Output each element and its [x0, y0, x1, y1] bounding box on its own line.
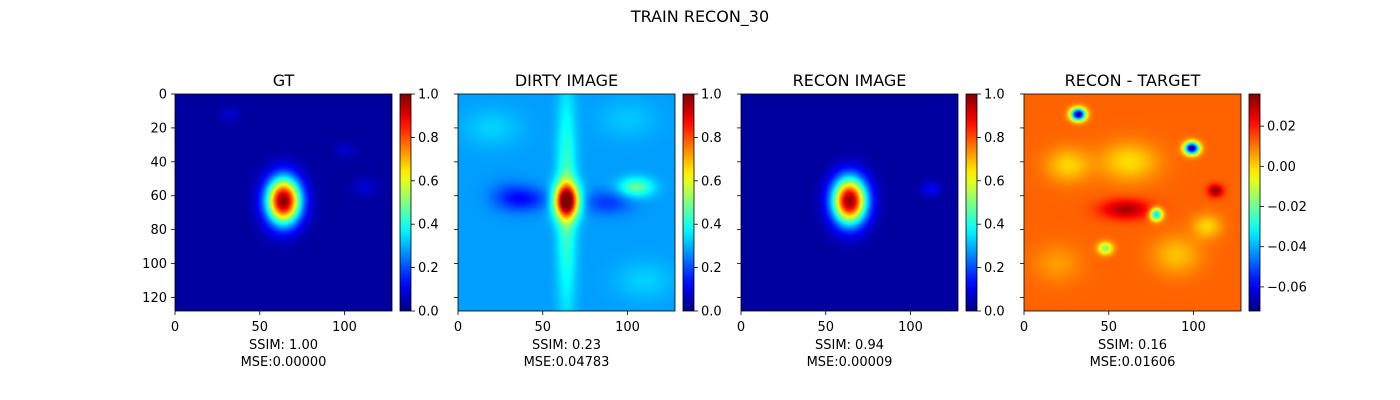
colorbar-tick-label: 0.6 — [418, 174, 439, 189]
x-tick-label: 100 — [615, 320, 640, 335]
colorbar-tick-label: 0.4 — [418, 218, 439, 233]
heatmap-image — [1024, 94, 1241, 311]
x-tick-label: 50 — [817, 320, 834, 335]
panel-title: RECON - TARGET — [1065, 71, 1201, 90]
colorbar-tick-label: 0.0 — [701, 305, 722, 320]
y-tick-label: 0 — [159, 88, 167, 103]
colorbar-tick-label: 1.0 — [701, 88, 722, 103]
x-tick-label: 100 — [898, 320, 923, 335]
panel-0: GT 0 50 100 0 20 40 60 80 100 120 SSIM: 1.00 MSE:0.0… — [142, 71, 439, 370]
axes-frame — [1023, 93, 1242, 312]
mse-label: MSE:0.04783 — [524, 355, 610, 370]
colorbar-tick-label: 0.8 — [418, 131, 439, 146]
x-tick-label: 100 — [332, 320, 357, 335]
y-tick-label: 80 — [150, 223, 167, 238]
y-tick-label: 120 — [142, 291, 167, 306]
colorbar-tick-label: 0.00 — [1267, 160, 1296, 175]
colorbar-tick-label: 0.6 — [984, 174, 1005, 189]
colorbar-tick-label: 0.2 — [701, 261, 722, 276]
colorbar — [399, 93, 412, 312]
x-tick-label: 50 — [251, 320, 268, 335]
panel-3: RECON - TARGET 0 50 100 SSIM: 0.16 MSE:0.0160… — [1020, 71, 1307, 370]
ssim-label: SSIM: 1.00 — [249, 338, 318, 353]
colorbar-tick-label: 1.0 — [984, 88, 1005, 103]
ssim-label: SSIM: 0.94 — [815, 338, 884, 353]
colorbar-tick-label: −0.06 — [1267, 280, 1307, 295]
colorbar-tick-label: 0.4 — [701, 218, 722, 233]
y-tick-label: 40 — [150, 155, 167, 170]
colorbar-tick-label: −0.04 — [1267, 240, 1307, 255]
axes-frame — [457, 93, 676, 312]
colorbar-tick-label: 0.2 — [418, 261, 439, 276]
ssim-label: SSIM: 0.16 — [1098, 338, 1167, 353]
panel-title: GT — [273, 71, 295, 90]
colorbar-tick-label: 0.8 — [701, 131, 722, 146]
axes-frame — [174, 93, 393, 312]
colorbar — [682, 93, 695, 312]
x-tick-label: 50 — [1100, 320, 1117, 335]
colorbar — [965, 93, 978, 312]
x-tick-label: 50 — [534, 320, 551, 335]
axes-frame — [740, 93, 959, 312]
colorbar-tick-label: 0.0 — [418, 305, 439, 320]
panel-title: DIRTY IMAGE — [515, 71, 618, 90]
y-tick-label: 60 — [150, 189, 167, 204]
colorbar-tick-label: 0.0 — [984, 305, 1005, 320]
mse-label: MSE:0.01606 — [1090, 355, 1176, 370]
heatmap-image — [741, 94, 958, 311]
panel-2: RECON IMAGE 0 50 100 SSIM: 0.94 MSE:0.00009 0.… — [737, 71, 1005, 370]
colorbar-tick-label: 0.02 — [1267, 120, 1296, 135]
panel-title: RECON IMAGE — [793, 71, 907, 90]
y-tick-label: 20 — [150, 121, 167, 136]
colorbar-tick-label: 0.8 — [984, 131, 1005, 146]
x-tick-label: 0 — [1020, 320, 1028, 335]
x-tick-label: 0 — [171, 320, 179, 335]
figure-title: TRAIN RECON_30 — [630, 7, 769, 27]
panel-1: DIRTY IMAGE 0 50 100 SSIM: 0.23 MSE:0.04783 0.… — [454, 71, 722, 370]
colorbar-tick-label: 0.6 — [701, 174, 722, 189]
colorbar-tick-label: 0.2 — [984, 261, 1005, 276]
colorbar-tick-label: 1.0 — [418, 88, 439, 103]
x-tick-label: 0 — [737, 320, 745, 335]
x-tick-label: 0 — [454, 320, 462, 335]
mse-label: MSE:0.00000 — [241, 355, 327, 370]
panels: GT 0 50 100 0 20 40 60 80 100 120 SSIM: 1.00 MSE:0.0… — [142, 71, 1307, 370]
colorbar-tick-label: 0.4 — [984, 218, 1005, 233]
colorbar-tick-label: −0.02 — [1267, 200, 1307, 215]
heatmap-image — [175, 94, 392, 311]
ssim-label: SSIM: 0.23 — [532, 338, 601, 353]
y-tick-label: 100 — [142, 257, 167, 272]
x-tick-label: 100 — [1181, 320, 1206, 335]
colorbar — [1248, 93, 1261, 312]
heatmap-image — [458, 94, 675, 311]
mse-label: MSE:0.00009 — [807, 355, 893, 370]
